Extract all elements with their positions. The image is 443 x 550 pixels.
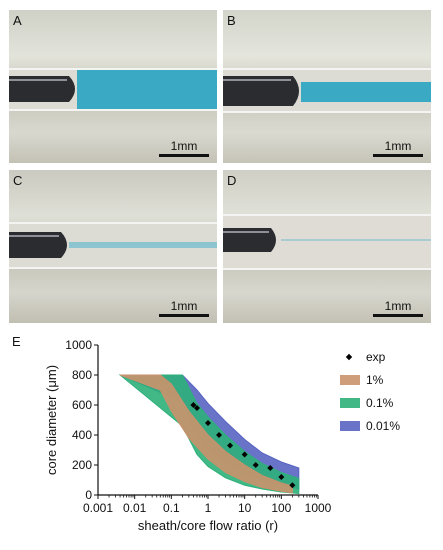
panel-letter: C (13, 173, 23, 188)
micrograph-image (223, 10, 431, 163)
x-axis-label: sheath/core flow ratio (r) (138, 518, 278, 533)
scale-bar: 1mm (373, 300, 423, 317)
y-tick-label: 1000 (65, 338, 92, 352)
band-1% (119, 374, 293, 494)
x-tick-label: 0.1 (163, 501, 180, 515)
panel-letter: B (227, 13, 236, 28)
legend-label: 0.1% (366, 396, 394, 410)
legend-marker-exp (345, 353, 353, 361)
chart-axes: 0 200 400 600 800 1000 0.001 0.01 0.1 1 10 100 1000 (65, 338, 331, 515)
x-tick-label: 0.001 (83, 501, 113, 515)
x-tick-label: 1 (205, 501, 212, 515)
core-stream (281, 239, 431, 241)
exp-point (267, 465, 274, 471)
scale-line (373, 154, 423, 157)
chart-points (190, 402, 296, 489)
chart-bands (118, 374, 300, 495)
y-tick-label: 600 (72, 398, 92, 412)
scale-label: 1mm (170, 139, 198, 153)
needle-tip (9, 76, 75, 102)
needle-tip (223, 76, 299, 106)
y-tick-label: 200 (72, 458, 92, 472)
x-tick-label: 1000 (305, 501, 332, 515)
y-axis-label: core diameter (μm) (44, 365, 59, 475)
micrograph-panel-b: B 1mm (223, 10, 431, 163)
y-tick-label: 400 (72, 428, 92, 442)
y-tick-label: 0 (85, 488, 92, 502)
exp-point (241, 451, 248, 458)
core-stream (69, 242, 217, 248)
scale-line (159, 154, 209, 157)
y-tick-label: 800 (72, 368, 92, 382)
exp-point (278, 474, 285, 480)
scale-bar: 1mm (373, 140, 423, 157)
scale-line (373, 314, 423, 317)
micrograph-panel-a: A 1mm (9, 10, 217, 163)
core-stream (301, 82, 431, 102)
exp-point (216, 432, 223, 438)
micrograph-panel-d: D 1mm (223, 170, 431, 323)
exp-point (227, 442, 234, 449)
legend-swatch (340, 375, 360, 385)
scale-label: 1mm (384, 139, 412, 153)
legend-label: exp (366, 350, 386, 364)
micrograph-image (9, 170, 217, 323)
band-0.1% (118, 374, 300, 495)
exp-point (190, 402, 197, 408)
panel-letter: A (13, 13, 22, 28)
needle-tip (9, 232, 67, 258)
scale-bar: 1mm (159, 140, 209, 157)
needle-tip (223, 228, 276, 252)
chart-legend: exp 1% 0.1% 0.01% (340, 350, 400, 433)
scale-line (159, 314, 209, 317)
scale-bar: 1mm (159, 300, 209, 317)
micrograph-panel-c: C 1mm (9, 170, 217, 323)
panel-letter: D (227, 173, 237, 188)
exp-point (289, 482, 296, 489)
micrograph-image (223, 170, 431, 323)
legend-swatch (340, 398, 360, 408)
legend-label: 0.01% (366, 419, 400, 433)
exp-point (193, 405, 200, 411)
micrograph-image (9, 10, 217, 163)
x-tick-label: 10 (238, 501, 252, 515)
x-tick-label: 0.01 (123, 501, 147, 515)
x-tick-label: 100 (271, 501, 291, 515)
core-stream (77, 70, 217, 109)
exp-point (252, 462, 259, 468)
exp-point (205, 420, 211, 426)
chart-e: E 0 200 400 600 800 1000 0.001 0.01 0.1 1 10 100 100… (12, 334, 400, 533)
legend-swatch (340, 421, 360, 431)
scale-label: 1mm (384, 299, 412, 313)
scale-label: 1mm (170, 299, 198, 313)
legend-label: 1% (366, 373, 384, 387)
chart-panel-letter: E (12, 334, 21, 349)
